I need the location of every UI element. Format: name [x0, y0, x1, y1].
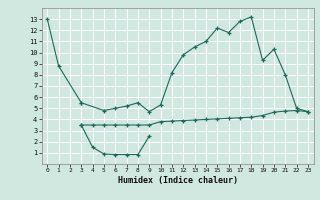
X-axis label: Humidex (Indice chaleur): Humidex (Indice chaleur): [118, 176, 237, 185]
